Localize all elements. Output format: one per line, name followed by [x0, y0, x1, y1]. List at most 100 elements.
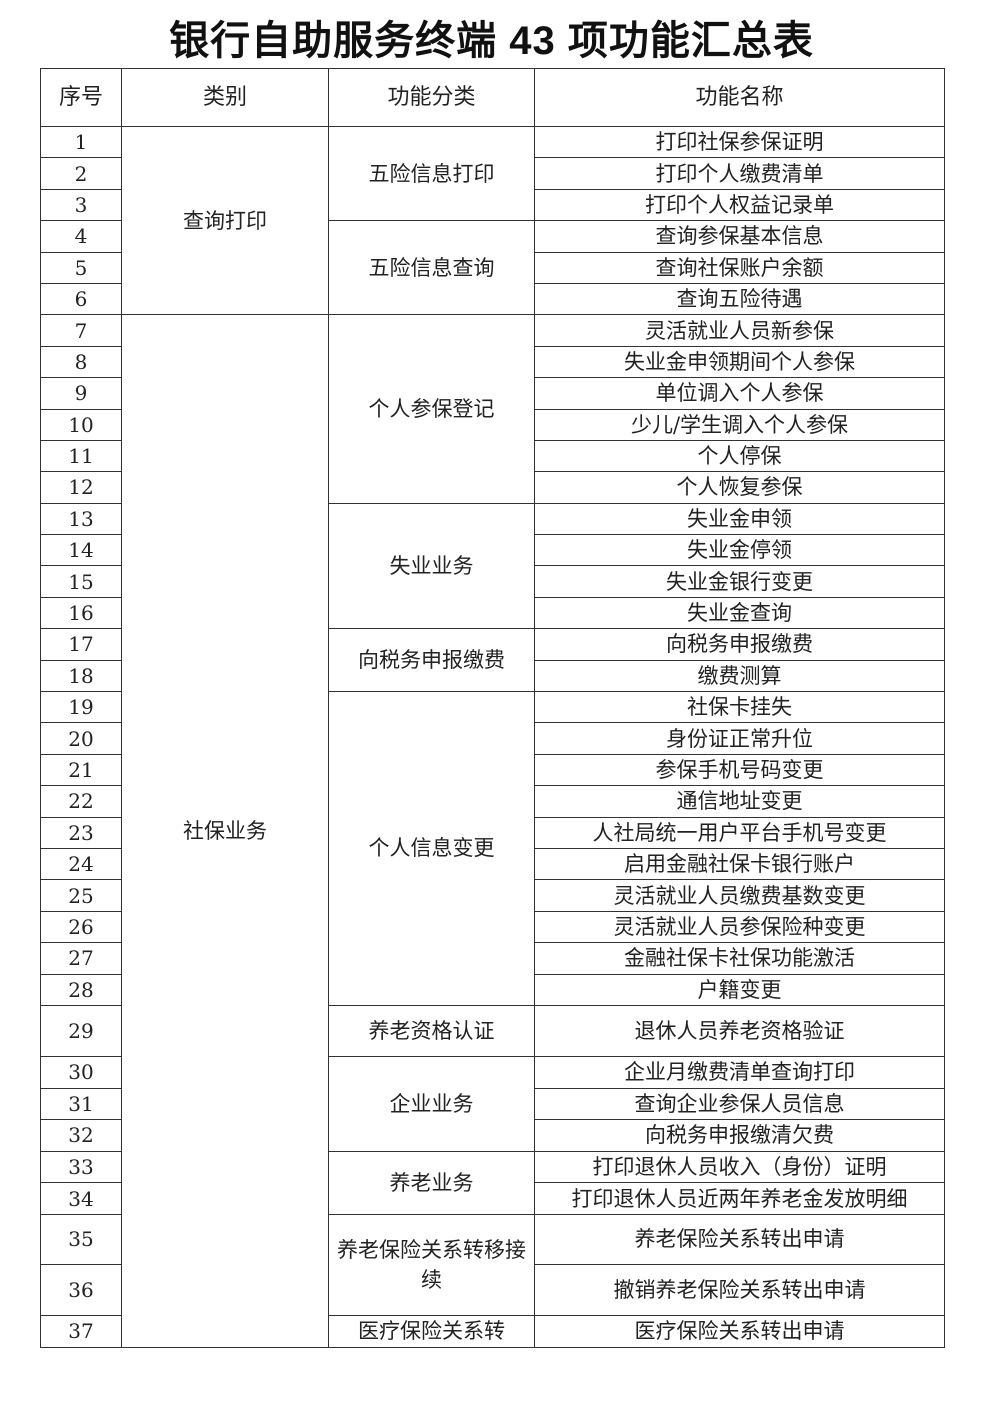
function-name: 失业金银行变更	[534, 565, 945, 598]
header-no: 序号	[40, 68, 122, 127]
table-row: 33 养老业务 打印退休人员收入（身份）证明	[40, 1150, 945, 1215]
function-name: 灵活就业人员参保险种变更	[534, 910, 945, 944]
row-number: 33	[40, 1150, 122, 1184]
table-row: 6 查询五险待遇	[40, 282, 945, 316]
function-name: 打印个人权益记录单	[534, 188, 945, 222]
group-cell: 个人参保登记	[328, 314, 535, 504]
function-name: 撤销养老保险关系转出申请	[534, 1263, 945, 1316]
group-cell: 五险信息查询	[328, 220, 535, 316]
row-number: 23	[40, 816, 122, 849]
function-table: 序号 类别 功能分类 功能名称 1 查询打印 五险信息打印 打印社保参保证明 2 打印个人…	[40, 68, 945, 1348]
row-number: 34	[40, 1182, 122, 1215]
header-group: 功能分类	[328, 68, 535, 127]
row-number: 30	[40, 1055, 122, 1089]
function-name: 个人恢复参保	[534, 471, 945, 504]
row-number: 21	[40, 753, 122, 787]
category-cell: 社保业务	[121, 314, 329, 1348]
table-row: 27 金融社保卡社保功能激活	[40, 942, 945, 975]
function-name: 户籍变更	[534, 973, 945, 1006]
table-row: 19 个人信息变更 社保卡挂失	[40, 691, 945, 1006]
row-number: 37	[40, 1314, 122, 1348]
row-number: 20	[40, 722, 122, 755]
row-number: 9	[40, 377, 122, 410]
page-title: 银行自助服务终端 43 项功能汇总表	[169, 19, 814, 63]
row-number: 29	[40, 1004, 122, 1057]
function-name: 打印社保参保证明	[534, 125, 945, 159]
table-row: 7 社保业务 个人参保登记 灵活就业人员新参保	[40, 314, 945, 1348]
function-name: 参保手机号码变更	[534, 753, 945, 787]
row-number: 32	[40, 1119, 122, 1152]
row-number: 17	[40, 628, 122, 661]
table-row: 35 养老保险关系转移接续 养老保险关系转出申请	[40, 1213, 945, 1316]
function-name: 养老保险关系转出申请	[534, 1213, 945, 1265]
group-cell: 五险信息打印	[328, 125, 535, 222]
function-name: 退休人员养老资格验证	[534, 1004, 945, 1057]
category-cell: 查询打印	[121, 125, 329, 316]
function-name: 失业金申领期间个人参保	[534, 345, 945, 379]
table-row: 36 撤销养老保险关系转出申请	[40, 1263, 945, 1316]
row-number: 22	[40, 785, 122, 818]
table-row: 5 查询社保账户余额	[40, 251, 945, 284]
row-number: 5	[40, 251, 122, 284]
row-number: 14	[40, 534, 122, 567]
function-name: 查询企业参保人员信息	[534, 1087, 945, 1121]
function-name: 单位调入个人参保	[534, 377, 945, 410]
function-name: 查询社保账户余额	[534, 251, 945, 284]
group-cell: 失业业务	[328, 502, 535, 630]
function-name: 打印退休人员近两年养老金发放明细	[534, 1182, 945, 1215]
table-row: 30 企业业务 企业月缴费清单查询打印	[40, 1055, 945, 1152]
function-name: 少儿/学生调入个人参保	[534, 408, 945, 441]
function-name: 灵活就业人员新参保	[534, 314, 945, 347]
row-number: 36	[40, 1263, 122, 1316]
table-row: 22 通信地址变更	[40, 785, 945, 818]
table-row: 37 医疗保险关系转 医疗保险关系转出申请	[40, 1314, 945, 1348]
function-name: 失业金查询	[534, 596, 945, 630]
function-name: 企业月缴费清单查询打印	[534, 1055, 945, 1089]
table-row: 23 人社局统一用户平台手机号变更	[40, 816, 945, 849]
function-name: 查询参保基本信息	[534, 220, 945, 253]
function-name: 社保卡挂失	[534, 691, 945, 724]
table-row: 13 失业业务 失业金申领	[40, 502, 945, 630]
row-number: 7	[40, 314, 122, 347]
function-name: 打印个人缴费清单	[534, 157, 945, 190]
row-number: 13	[40, 502, 122, 536]
row-number: 1	[40, 125, 122, 159]
group-cell: 医疗保险关系转	[328, 1314, 535, 1348]
function-name: 通信地址变更	[534, 785, 945, 818]
row-number: 12	[40, 471, 122, 504]
function-name: 身份证正常升位	[534, 722, 945, 755]
table-row: 8 失业金申领期间个人参保	[40, 345, 945, 379]
function-name: 缴费测算	[534, 659, 945, 693]
row-number: 10	[40, 408, 122, 441]
group-cell: 养老业务	[328, 1150, 535, 1215]
row-number: 11	[40, 439, 122, 473]
function-name: 失业金申领	[534, 502, 945, 536]
table-row: 14 失业金停领	[40, 534, 945, 567]
table-row: 3 打印个人权益记录单	[40, 188, 945, 222]
table-row: 15 失业金银行变更	[40, 565, 945, 598]
table-row: 25 灵活就业人员缴费基数变更	[40, 879, 945, 912]
function-name: 查询五险待遇	[534, 282, 945, 316]
group-cell: 养老资格认证	[328, 1004, 535, 1057]
row-number: 3	[40, 188, 122, 222]
function-name: 人社局统一用户平台手机号变更	[534, 816, 945, 849]
table-row: 12 个人恢复参保	[40, 471, 945, 504]
header-category: 类别	[121, 68, 329, 127]
function-name: 向税务申报缴清欠费	[534, 1119, 945, 1152]
table-row: 1 查询打印 五险信息打印 打印社保参保证明	[40, 125, 945, 316]
row-number: 4	[40, 220, 122, 253]
row-number: 35	[40, 1213, 122, 1265]
row-number: 8	[40, 345, 122, 379]
row-number: 28	[40, 973, 122, 1006]
row-number: 25	[40, 879, 122, 912]
row-number: 31	[40, 1087, 122, 1121]
function-name: 失业金停领	[534, 534, 945, 567]
header-function-name: 功能名称	[534, 68, 945, 127]
group-cell: 企业业务	[328, 1055, 535, 1152]
group-cell: 养老保险关系转移接续	[328, 1213, 535, 1316]
table-row: 29 养老资格认证 退休人员养老资格验证	[40, 1004, 945, 1057]
function-name: 灵活就业人员缴费基数变更	[534, 879, 945, 912]
group-cell: 向税务申报缴费	[328, 628, 535, 693]
table-row: 32 向税务申报缴清欠费	[40, 1119, 945, 1152]
row-number: 15	[40, 565, 122, 598]
